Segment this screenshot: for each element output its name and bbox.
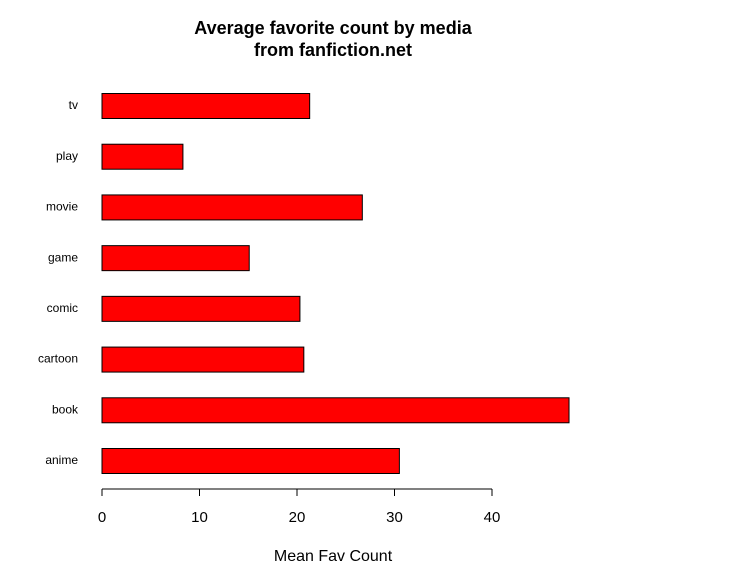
x-tick-label: 40: [484, 509, 501, 526]
x-axis-label: Mean Fav Count: [274, 548, 393, 565]
x-tick-label: 0: [98, 509, 106, 526]
bar: [101, 448, 400, 474]
y-tick-label: play: [56, 149, 78, 163]
bar: [101, 194, 363, 221]
y-tick-label: game: [48, 250, 78, 264]
bar: [101, 245, 250, 272]
x-tick-label: 30: [386, 509, 403, 526]
y-tick-label: comic: [47, 301, 78, 315]
y-tick-label: cartoon: [38, 352, 78, 366]
bar: [101, 93, 311, 119]
bar: [101, 295, 301, 322]
chart-title: Average favorite count by media: [194, 18, 472, 38]
x-tick-label: 20: [289, 509, 306, 526]
bar: [101, 143, 184, 170]
x-tick-label: 10: [191, 509, 208, 526]
y-tick-label: book: [52, 402, 79, 416]
y-tick-label: anime: [45, 453, 78, 467]
chart-subtitle: from fanfiction.net: [254, 40, 412, 60]
bar: [101, 346, 305, 373]
y-tick-label: tv: [69, 98, 78, 112]
bar: [101, 397, 570, 424]
y-tick-label: movie: [46, 200, 78, 214]
